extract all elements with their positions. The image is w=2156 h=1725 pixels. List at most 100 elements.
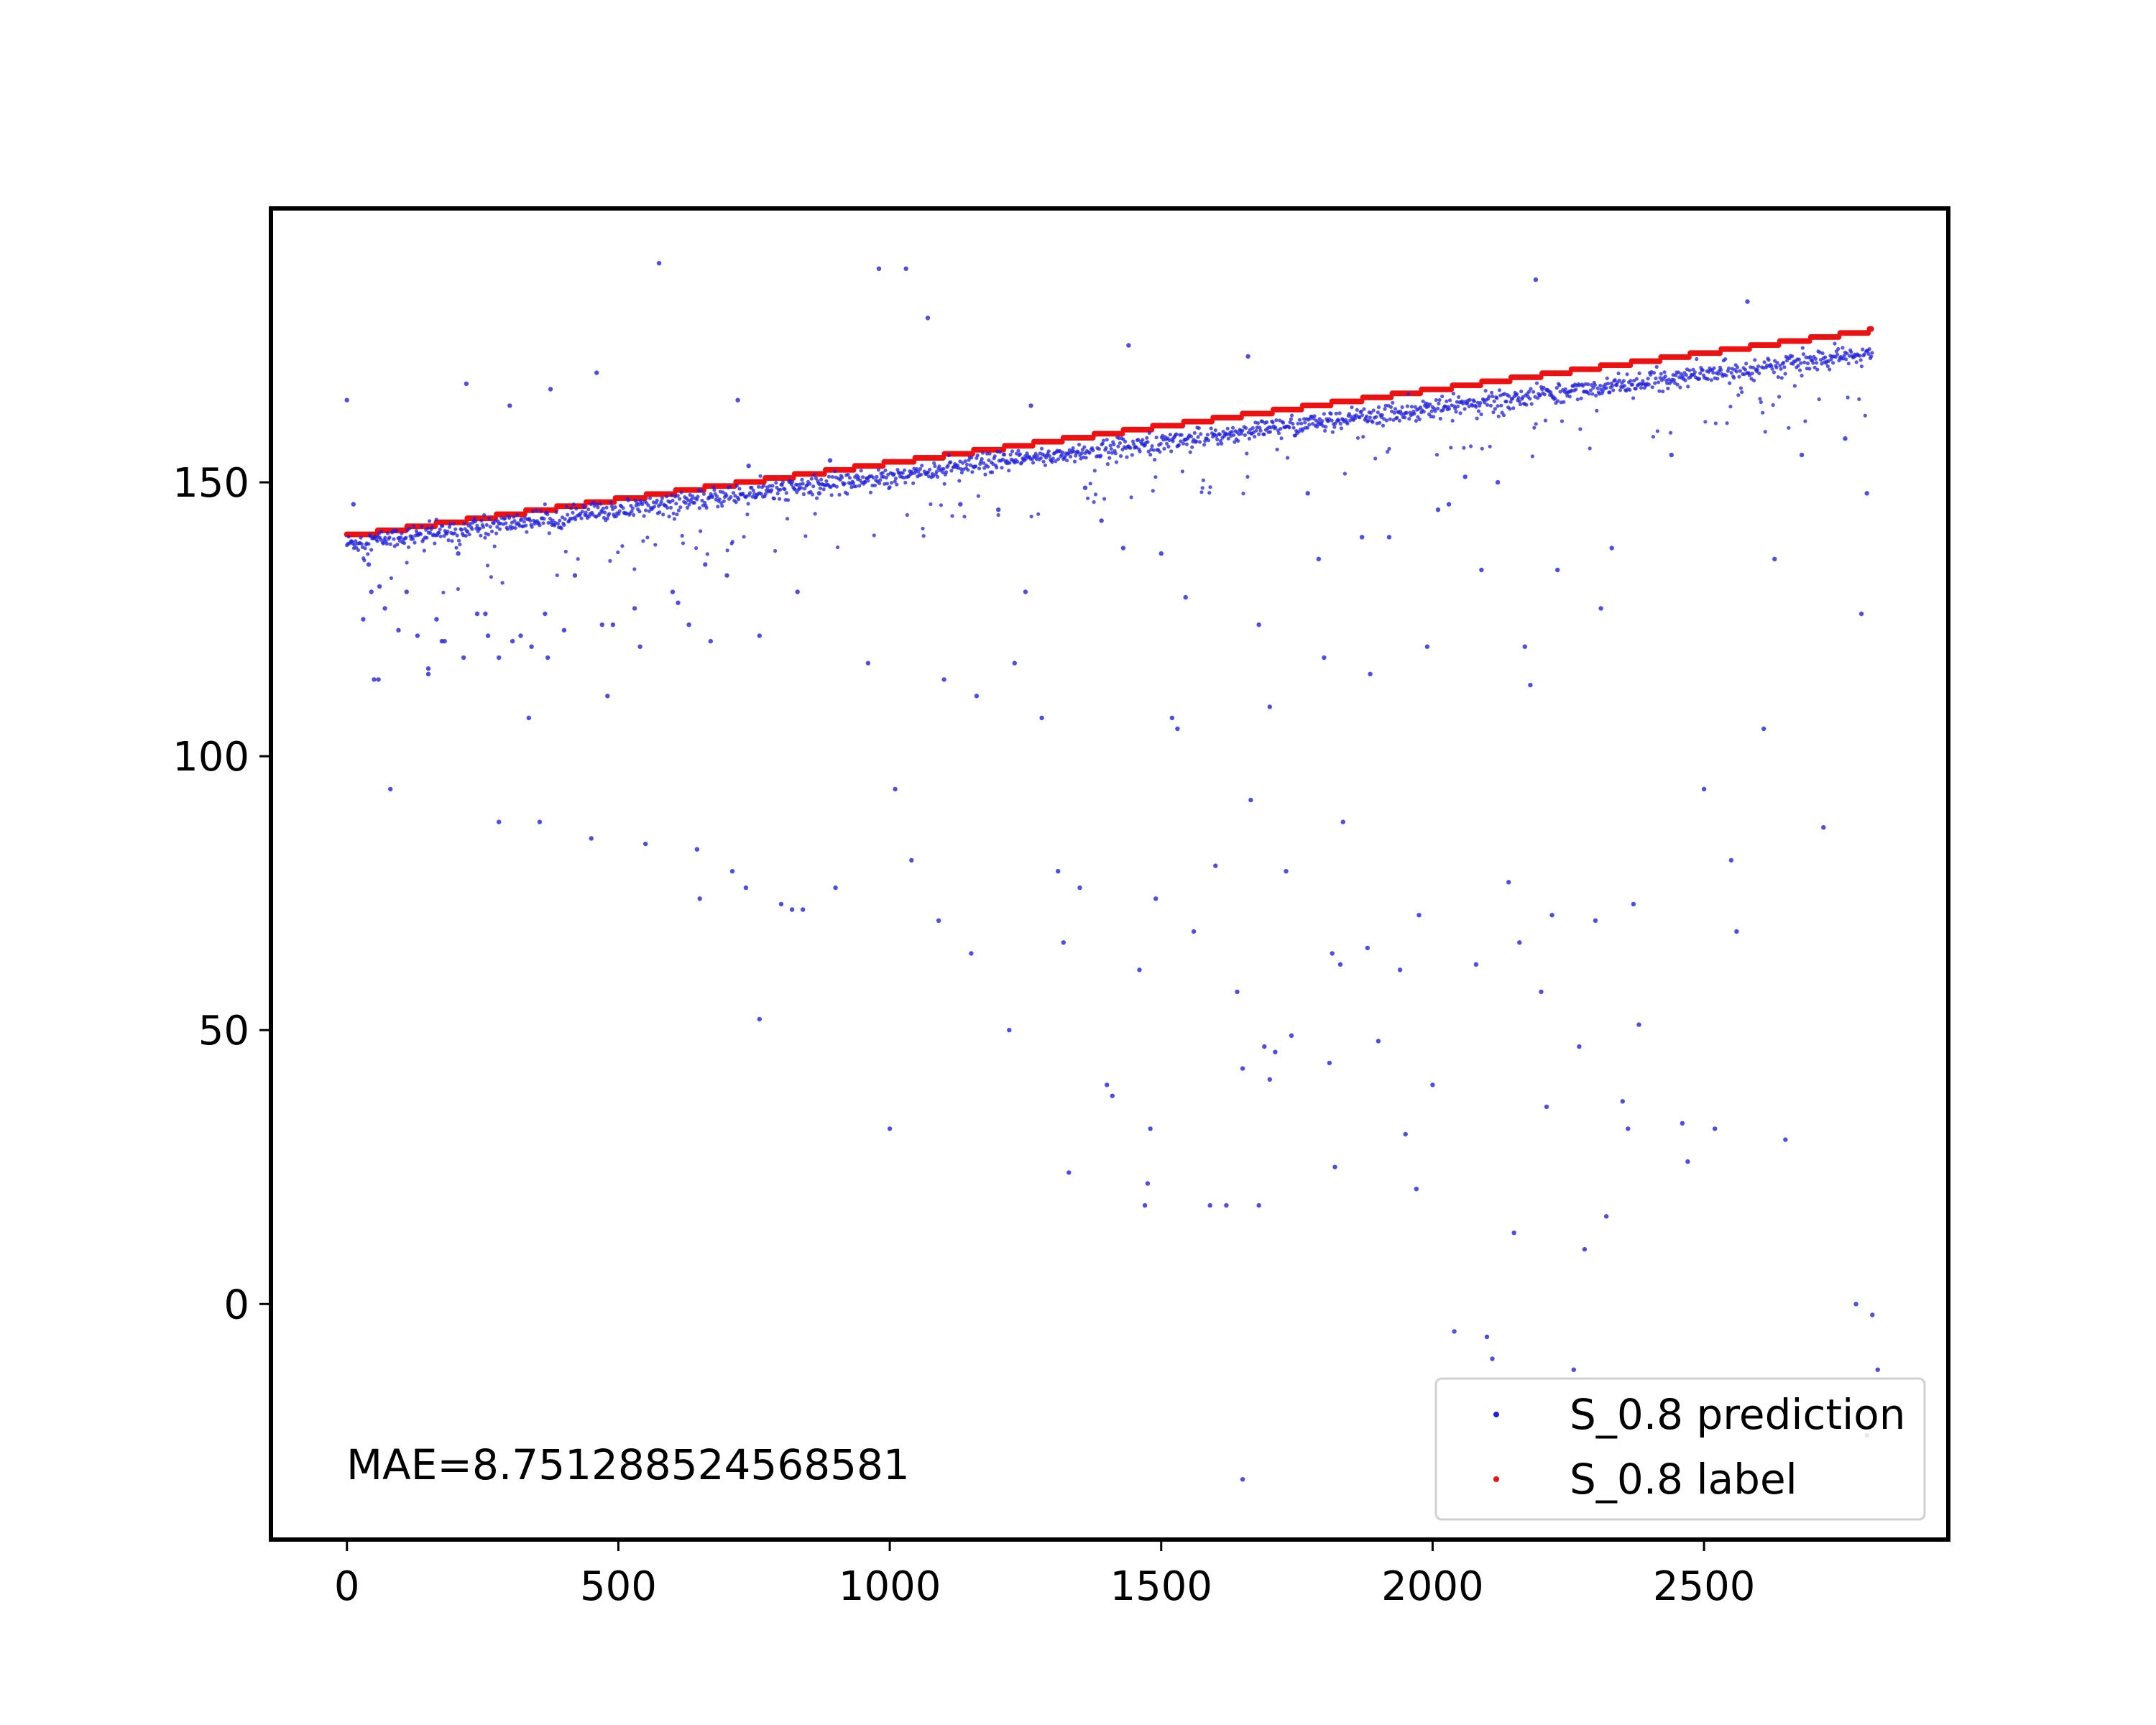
prediction-point — [503, 516, 507, 520]
prediction-point — [1771, 402, 1775, 408]
prediction-point — [1289, 1033, 1294, 1039]
prediction-point — [1112, 442, 1116, 447]
prediction-point — [566, 512, 570, 517]
prediction-point — [448, 522, 453, 526]
prediction-point — [957, 479, 962, 483]
prediction-point — [670, 493, 674, 497]
prediction-point — [563, 549, 568, 554]
prediction-point — [1812, 365, 1817, 369]
prediction-point — [1373, 456, 1378, 461]
prediction-point — [1365, 414, 1369, 418]
prediction-point — [369, 548, 374, 552]
prediction-point — [1018, 452, 1022, 456]
prediction-point — [1854, 360, 1858, 364]
prediction-point — [1148, 453, 1153, 457]
prediction-point — [1358, 415, 1362, 420]
prediction-point — [1123, 439, 1128, 444]
prediction-point — [1158, 441, 1163, 446]
prediction-point — [1529, 387, 1533, 391]
prediction-point — [1533, 277, 1539, 282]
prediction-point — [1191, 929, 1197, 934]
prediction-point — [382, 606, 387, 611]
prediction-point — [876, 266, 882, 271]
prediction-point — [545, 512, 550, 517]
prediction-point — [1437, 397, 1442, 402]
prediction-point — [686, 622, 691, 627]
prediction-point — [724, 573, 729, 578]
prediction-point — [522, 520, 526, 524]
prediction-point — [1213, 428, 1217, 433]
legend-marker-label — [1493, 1476, 1499, 1482]
prediction-point — [1821, 825, 1826, 830]
prediction-point — [1365, 945, 1370, 951]
prediction-point — [1593, 383, 1597, 387]
prediction-point — [1092, 469, 1097, 473]
prediction-point — [915, 466, 919, 472]
prediction-point — [719, 501, 724, 505]
prediction-point — [859, 469, 863, 473]
prediction-point — [422, 548, 426, 553]
prediction-point — [1175, 726, 1180, 732]
prediction-point — [1323, 428, 1327, 433]
prediction-point — [346, 535, 351, 539]
prediction-point — [1043, 463, 1047, 467]
prediction-point — [438, 528, 442, 532]
prediction-point — [472, 516, 477, 520]
prediction-point — [1479, 412, 1483, 417]
prediction-point — [1376, 405, 1381, 410]
prediction-point — [845, 492, 849, 496]
prediction-point — [1716, 372, 1720, 376]
prediction-point — [941, 677, 946, 682]
prediction-point — [1202, 443, 1207, 447]
legend: S_0.8 prediction S_0.8 label — [1434, 1377, 1926, 1521]
prediction-point — [1184, 442, 1189, 446]
prediction-point — [1424, 644, 1430, 649]
prediction-point — [742, 535, 746, 539]
prediction-point — [1620, 1099, 1625, 1104]
prediction-point — [550, 518, 555, 523]
prediction-point — [1412, 411, 1416, 416]
prediction-point — [483, 611, 488, 617]
prediction-point — [1134, 445, 1138, 450]
prediction-point — [1782, 365, 1787, 369]
prediction-point — [1598, 383, 1603, 388]
prediction-point — [1007, 1028, 1012, 1033]
prediction-point — [1137, 967, 1142, 972]
prediction-point — [1517, 399, 1521, 403]
prediction-point — [1190, 445, 1194, 449]
prediction-point — [1849, 350, 1853, 354]
prediction-point — [1338, 421, 1342, 426]
prediction-point — [1256, 1202, 1261, 1208]
prediction-point — [1289, 417, 1293, 421]
prediction-point — [1153, 457, 1157, 462]
prediction-point — [481, 525, 486, 529]
prediction-point — [1725, 421, 1729, 426]
prediction-point — [1065, 459, 1069, 463]
prediction-point — [1015, 459, 1020, 464]
prediction-point — [542, 517, 546, 521]
prediction-point — [648, 496, 653, 500]
prediction-point — [1257, 432, 1261, 436]
prediction-point — [1654, 364, 1659, 369]
prediction-point — [1516, 395, 1521, 400]
prediction-point — [678, 497, 682, 501]
prediction-point — [1651, 435, 1655, 439]
prediction-point — [1577, 1044, 1582, 1049]
prediction-point — [1273, 426, 1278, 430]
prediction-point — [1575, 397, 1580, 402]
prediction-point — [1777, 395, 1782, 399]
prediction-point — [605, 516, 609, 520]
prediction-point — [630, 509, 634, 514]
prediction-point — [525, 530, 529, 534]
prediction-point — [1376, 1039, 1381, 1044]
prediction-point — [903, 480, 908, 485]
prediction-point — [1634, 377, 1639, 381]
prediction-point — [1267, 1077, 1273, 1082]
prediction-point — [936, 474, 940, 479]
prediction-point — [743, 885, 749, 891]
prediction-point — [1174, 432, 1179, 436]
prediction-point — [456, 551, 461, 556]
prediction-point — [1715, 377, 1720, 381]
prediction-point — [944, 470, 949, 474]
prediction-point — [1761, 726, 1766, 732]
